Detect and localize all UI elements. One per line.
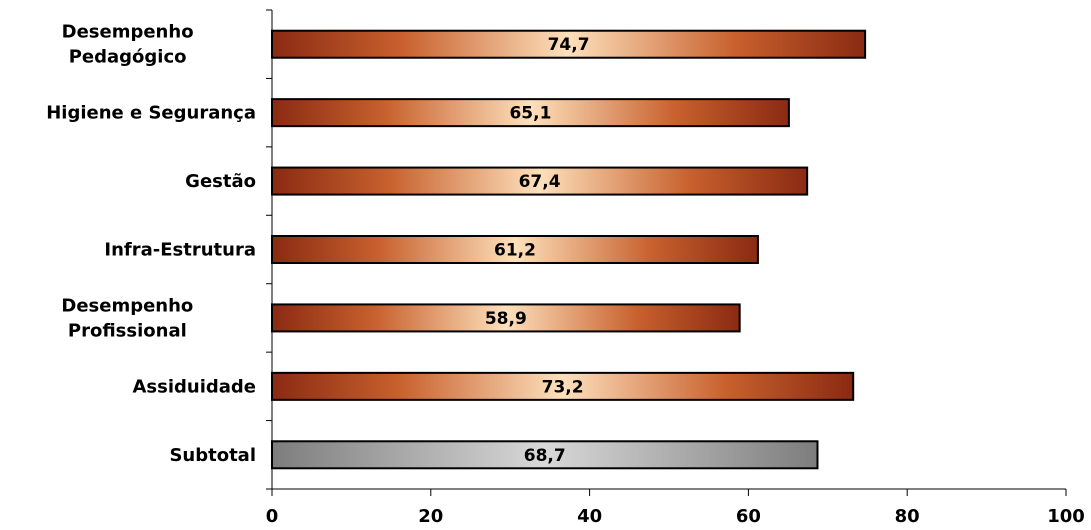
bar-data-label: 65,1 <box>509 104 551 124</box>
x-tick-label: 40 <box>577 506 602 527</box>
bar-data-label: 73,2 <box>542 377 584 397</box>
bar <box>271 98 790 128</box>
bar <box>271 303 741 333</box>
category-label: Gestão <box>185 171 256 192</box>
bars <box>271 29 867 470</box>
labels: 0 20 40 60 80 100 74,7 Desempenho Pedagógico 65,1… <box>46 22 1085 527</box>
category-label: Desempenho Pedagógico <box>62 22 194 68</box>
bar-data-label: 61,2 <box>494 241 536 261</box>
x-tick-label: 0 <box>266 506 279 527</box>
x-tick-label: 80 <box>895 506 920 527</box>
bar-data-label: 67,4 <box>519 172 561 192</box>
category-label: Assiduidade <box>132 376 256 397</box>
bar <box>271 440 819 470</box>
category-label: Desempenho Profissional <box>61 295 193 341</box>
bar-data-label: 58,9 <box>485 309 527 329</box>
bar <box>271 29 867 59</box>
category-label: Subtotal <box>169 445 256 466</box>
x-tick-label: 20 <box>418 506 443 527</box>
bar <box>271 235 759 264</box>
x-tick-label: 60 <box>736 506 761 527</box>
category-label: Infra-Estrutura <box>104 240 256 261</box>
bar <box>271 166 809 196</box>
category-label: Higiene e Segurança <box>46 103 256 124</box>
bar <box>271 371 855 401</box>
x-tick-label: 100 <box>1047 506 1085 527</box>
bar-data-label: 74,7 <box>548 35 590 55</box>
bar-data-label: 68,7 <box>524 446 566 466</box>
